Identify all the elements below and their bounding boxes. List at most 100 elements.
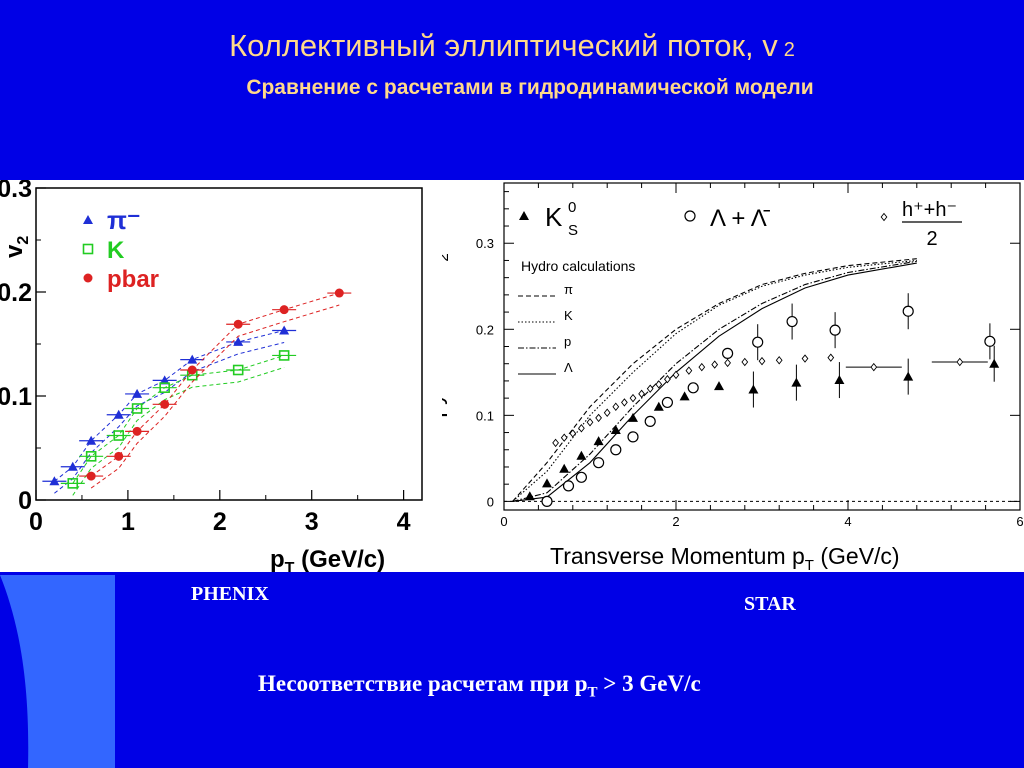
phenix-point — [86, 471, 96, 481]
phenix-point — [113, 430, 125, 441]
star-point — [569, 429, 577, 438]
phenix-x-axis-label: pT (GeV/c) — [270, 546, 385, 572]
star-hydro-title: Hydro calculations — [521, 258, 635, 274]
phenix-point — [67, 461, 78, 471]
star-point — [661, 396, 673, 409]
star-point — [829, 324, 841, 336]
phenix-label: PHENIX — [191, 583, 269, 605]
star-point — [653, 401, 664, 411]
phenix-xtick-label: 0 — [29, 508, 43, 536]
phenix-point — [159, 375, 170, 385]
star-hydro-curve-3 — [512, 262, 917, 502]
phenix-point — [86, 435, 97, 445]
phenix-point — [132, 426, 142, 436]
star-hydro-legend-label: K — [564, 308, 573, 323]
star-point — [664, 374, 671, 384]
star-point — [672, 370, 680, 380]
slide-subtitle: Сравнение с расчетами в гидродинамическо… — [246, 76, 814, 99]
star-point — [559, 463, 570, 473]
star-point — [603, 408, 611, 417]
star-point — [724, 358, 731, 368]
phenix-legend-label: π⁻ — [107, 205, 141, 235]
star-point — [714, 381, 724, 391]
star-point — [870, 362, 878, 372]
star-point — [834, 375, 845, 385]
star-point — [628, 412, 638, 422]
phenix-point — [187, 354, 198, 364]
star-point — [903, 371, 914, 381]
star-label: STAR — [744, 593, 796, 615]
star-ytick-label: 0 — [487, 494, 494, 509]
star-xtick-label: 6 — [1016, 514, 1023, 529]
star-point — [801, 354, 809, 363]
phenix-xtick-label: 1 — [121, 508, 135, 536]
mismatch-note: Несоответствие расчетам при pT > 3 GeV/c — [258, 671, 701, 701]
star-point — [827, 353, 835, 362]
phenix-xtick-label: 3 — [305, 508, 319, 536]
phenix-point — [232, 364, 244, 376]
star-point — [687, 382, 699, 394]
phenix-point — [131, 403, 143, 414]
star-point — [685, 366, 693, 375]
star-xtick-label: 0 — [500, 514, 507, 529]
star-point — [610, 424, 621, 434]
decorative-band — [0, 575, 115, 768]
star-point — [524, 491, 535, 501]
star-point — [612, 402, 620, 411]
phenix-xtick-label: 2 — [213, 508, 227, 536]
phenix-point — [334, 288, 344, 298]
star-point — [629, 393, 637, 403]
star-legend-label: Λ + Λ̄ — [710, 205, 771, 232]
phenix-series-band-0 — [54, 341, 285, 494]
phenix-legend-label: pbar — [107, 266, 159, 293]
star-point — [644, 415, 656, 427]
star-point — [560, 433, 568, 442]
star-hydro-curve-1 — [512, 259, 917, 502]
star-point — [593, 436, 604, 446]
phenix-plot-frame — [35, 187, 423, 501]
star-point — [610, 444, 622, 456]
star-point — [552, 438, 559, 448]
phenix-ytick-label: 0.2 — [0, 279, 32, 307]
star-x-axis-label: Transverse Momentum pT (GeV/c) — [550, 543, 900, 572]
phenix-ytick-label: 0.3 — [0, 180, 32, 203]
star-legend-marker — [880, 212, 888, 222]
star-point — [984, 335, 996, 347]
phenix-point — [279, 325, 290, 335]
phenix-point — [279, 305, 289, 315]
star-point — [791, 377, 802, 387]
phenix-point — [233, 336, 244, 346]
star-point — [575, 471, 587, 483]
phenix-legend-marker — [83, 273, 93, 283]
star-chart-panel: 0 2 4 6 0 0.1 0.2 0.3 Transverse Momentum pT (Ge… — [442, 180, 1024, 572]
star-point — [956, 357, 964, 367]
star-ytick-label: 0.2 — [476, 322, 494, 337]
star-hydro-curve-2 — [512, 260, 917, 502]
star-hydro-legend-label: Λ — [564, 360, 573, 375]
phenix-series-band-1 — [72, 366, 285, 496]
phenix-series-band-0 — [54, 329, 285, 482]
star-point — [748, 384, 759, 394]
phenix-series-band-1 — [72, 354, 285, 484]
star-hydro-legend-label: π — [564, 282, 573, 297]
star-point — [989, 358, 1000, 368]
star-point — [758, 356, 766, 366]
phenix-series-band-2 — [90, 292, 340, 477]
star-point — [902, 305, 914, 317]
phenix-y-axis-label: v2 — [1, 236, 32, 258]
phenix-legend-marker — [82, 243, 94, 255]
star-chart: 0 2 4 6 0 0.1 0.2 0.3 Transverse Momentum pT (Ge… — [442, 182, 1024, 572]
star-legend-marker — [684, 210, 696, 222]
star-point — [593, 457, 605, 469]
phenix-point — [49, 476, 60, 486]
star-point — [722, 347, 734, 359]
star-point — [638, 389, 645, 399]
phenix-ytick-label: 0.1 — [0, 383, 32, 411]
star-point — [541, 495, 553, 507]
star-point — [786, 315, 798, 328]
phenix-point — [278, 350, 290, 361]
